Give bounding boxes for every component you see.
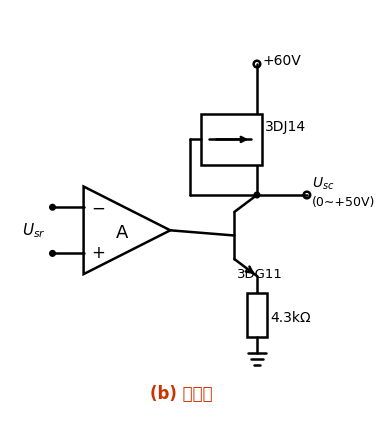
Bar xyxy=(201,114,262,165)
Circle shape xyxy=(50,204,55,210)
Text: 3DG11: 3DG11 xyxy=(237,268,283,281)
Text: (b) 电路二: (b) 电路二 xyxy=(150,385,213,403)
Text: $U_{sr}$: $U_{sr}$ xyxy=(22,221,45,240)
Text: $+$: $+$ xyxy=(91,244,105,262)
Text: $-$: $-$ xyxy=(91,198,105,216)
Circle shape xyxy=(254,192,260,198)
Text: $U_{sc}$: $U_{sc}$ xyxy=(311,176,334,192)
Text: +60V: +60V xyxy=(263,54,301,68)
Bar xyxy=(247,293,267,337)
Text: 3DJ14: 3DJ14 xyxy=(265,119,306,134)
Circle shape xyxy=(50,251,55,256)
Text: 4.3kΩ: 4.3kΩ xyxy=(270,311,311,325)
Text: (0∼+50V): (0∼+50V) xyxy=(311,196,375,209)
Text: A: A xyxy=(116,224,128,242)
